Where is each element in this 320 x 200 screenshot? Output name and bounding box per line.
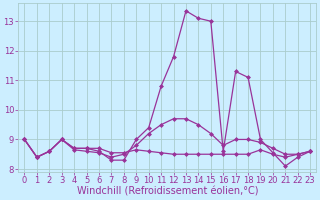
X-axis label: Windchill (Refroidissement éolien,°C): Windchill (Refroidissement éolien,°C)	[76, 187, 258, 197]
